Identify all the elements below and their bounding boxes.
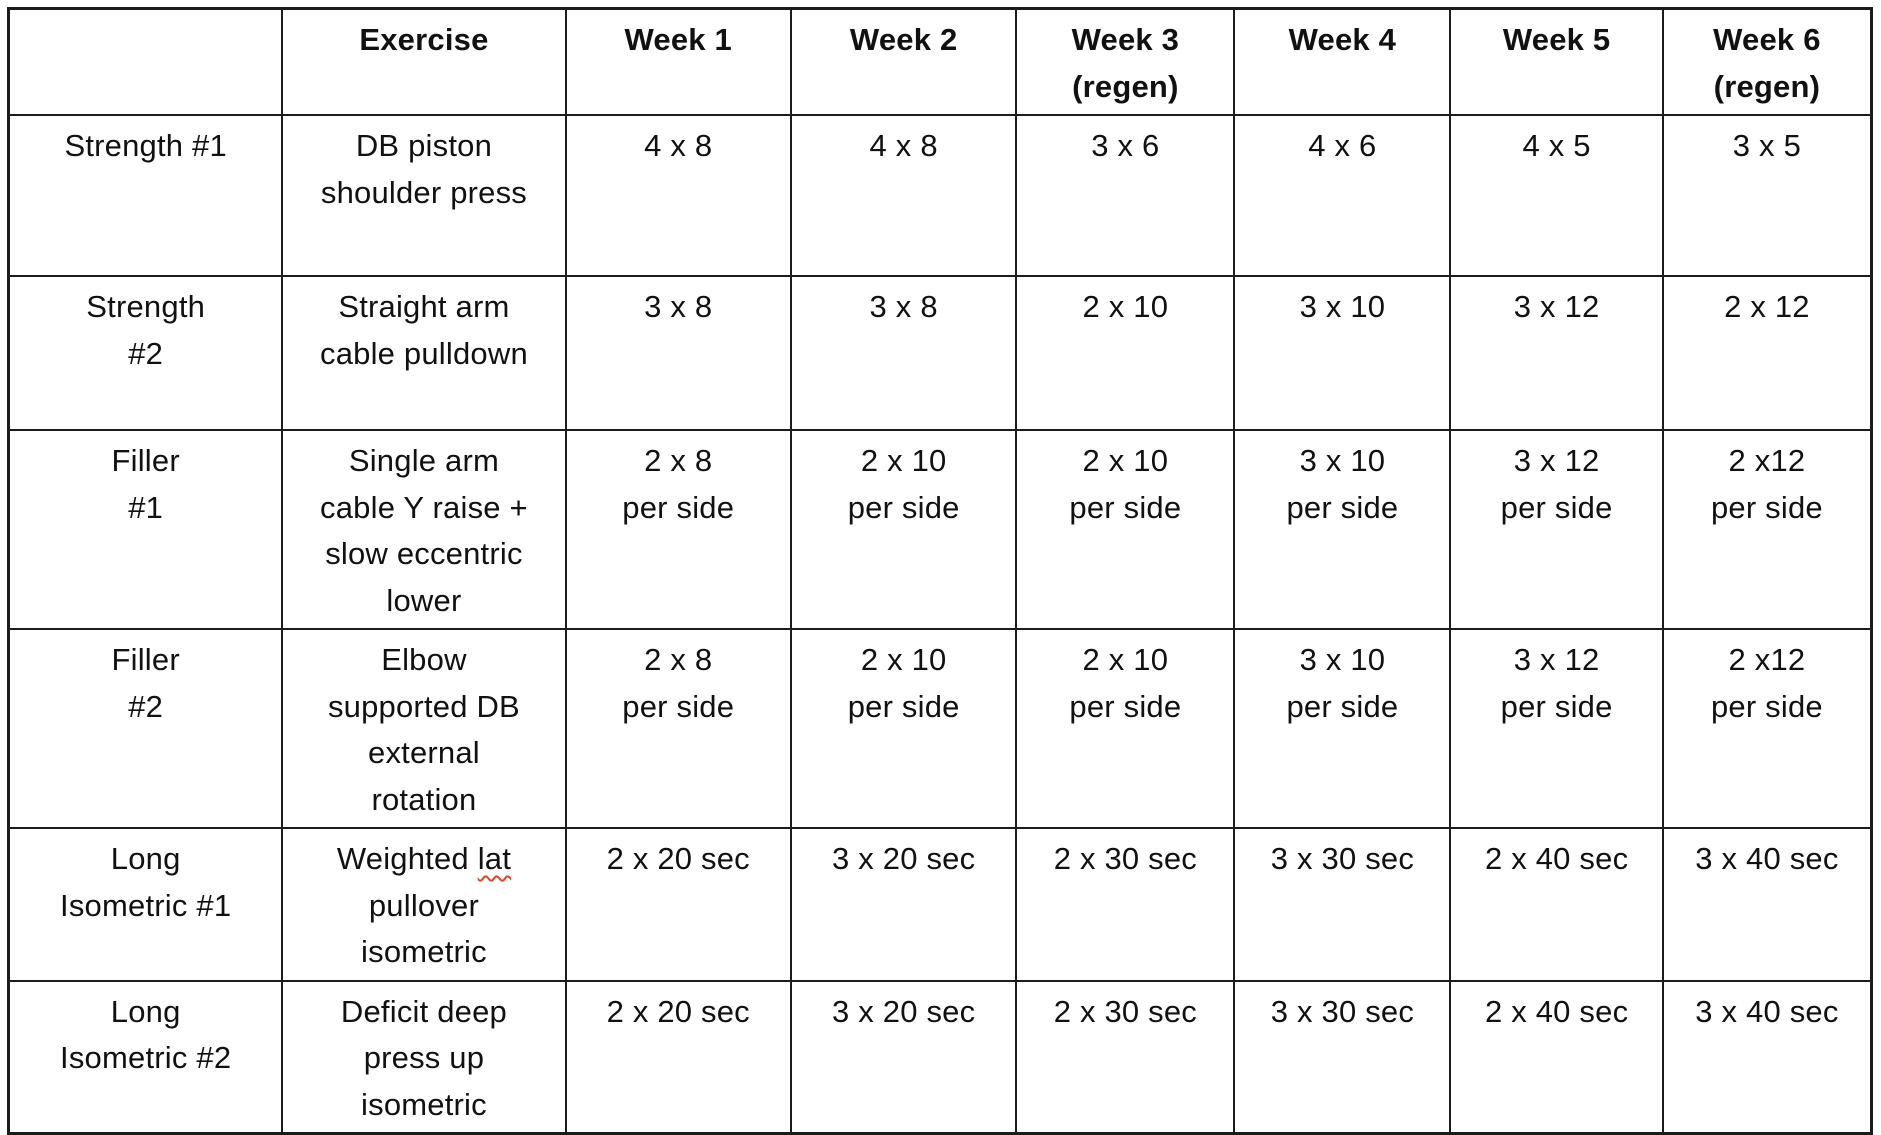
row-label: Strength #2: [7, 275, 284, 431]
exercise-cell: Deficit deep press up isometric: [281, 979, 567, 1135]
set-rep-cell: 2 x 10 per side: [1015, 429, 1236, 630]
exercise-text: pullover isometric: [361, 887, 487, 970]
set-rep-cell: 2 x 12: [1661, 275, 1873, 431]
set-rep-cell: 2 x 8 per side: [564, 628, 792, 829]
exercise-cell: Weighted lat pullover isometric: [281, 827, 567, 982]
workout-program-table: Exercise Week 1 Week 2 Week 3 (regen) We…: [7, 7, 1873, 1135]
set-rep-cell: 4 x 5: [1449, 114, 1664, 277]
row-label: Strength #1: [7, 114, 284, 277]
column-header-week-5: Week 5: [1449, 7, 1664, 116]
set-rep-cell: 3 x 30 sec: [1233, 827, 1452, 982]
set-rep-cell: 2 x 10 per side: [789, 429, 1018, 630]
set-rep-cell: 3 x 10 per side: [1233, 628, 1452, 829]
set-rep-cell: 3 x 20 sec: [789, 827, 1018, 982]
set-rep-cell: 3 x 40 sec: [1661, 979, 1873, 1135]
table-row-long-isometric-2: Long Isometric #2 Deficit deep press up …: [7, 979, 1873, 1135]
set-rep-cell: 2 x 20 sec: [564, 979, 792, 1135]
column-header-week-4: Week 4: [1233, 7, 1452, 116]
set-rep-cell: 3 x 12: [1449, 275, 1664, 431]
set-rep-cell: 2 x 20 sec: [564, 827, 792, 982]
header-row: Exercise Week 1 Week 2 Week 3 (regen) We…: [7, 7, 1873, 116]
set-rep-cell: 4 x 8: [564, 114, 792, 277]
exercise-cell: Single arm cable Y raise + slow eccentri…: [281, 429, 567, 630]
set-rep-cell: 3 x 12 per side: [1449, 628, 1664, 829]
set-rep-cell: 2 x 8 per side: [564, 429, 792, 630]
exercise-cell: Elbow supported DB external rotation: [281, 628, 567, 829]
table-row-long-isometric-1: Long Isometric #1 Weighted lat pullover …: [7, 827, 1873, 982]
set-rep-cell: 3 x 6: [1015, 114, 1236, 277]
set-rep-cell: 3 x 8: [564, 275, 792, 431]
set-rep-cell: 3 x 40 sec: [1661, 827, 1873, 982]
set-rep-cell: 3 x 10: [1233, 275, 1452, 431]
column-header-exercise: Exercise: [281, 7, 567, 116]
set-rep-cell: 4 x 6: [1233, 114, 1452, 277]
set-rep-cell: 2 x 40 sec: [1449, 827, 1664, 982]
set-rep-cell: 2 x 10 per side: [1015, 628, 1236, 829]
column-header-week-1: Week 1: [564, 7, 792, 116]
set-rep-cell: 2 x 40 sec: [1449, 979, 1664, 1135]
spellcheck-misspelled-word: lat: [477, 841, 512, 876]
set-rep-cell: 2 x 10 per side: [789, 628, 1018, 829]
set-rep-cell: 2 x12 per side: [1661, 429, 1873, 630]
table-row-filler-2: Filler #2 Elbow supported DB external ro…: [7, 628, 1873, 829]
row-label: Long Isometric #1: [7, 827, 284, 982]
row-label: Long Isometric #2: [7, 979, 284, 1135]
exercise-cell: DB piston shoulder press: [281, 114, 567, 277]
set-rep-cell: 2 x 30 sec: [1015, 979, 1236, 1135]
set-rep-cell: 3 x 20 sec: [789, 979, 1018, 1135]
set-rep-cell: 3 x 10 per side: [1233, 429, 1452, 630]
column-header-week-6: Week 6 (regen): [1661, 7, 1873, 116]
set-rep-cell: 3 x 5: [1661, 114, 1873, 277]
set-rep-cell: 2 x12 per side: [1661, 628, 1873, 829]
table-row-strength-1: Strength #1 DB piston shoulder press 4 x…: [7, 114, 1873, 277]
set-rep-cell: 3 x 30 sec: [1233, 979, 1452, 1135]
exercise-cell: Straight arm cable pulldown: [281, 275, 567, 431]
column-header-week-3: Week 3 (regen): [1015, 7, 1236, 116]
row-label: Filler #1: [7, 429, 284, 630]
column-header-week-2: Week 2: [789, 7, 1018, 116]
set-rep-cell: 2 x 30 sec: [1015, 827, 1236, 982]
set-rep-cell: 3 x 8: [789, 275, 1018, 431]
row-label: Filler #2: [7, 628, 284, 829]
set-rep-cell: 4 x 8: [789, 114, 1018, 277]
table-row-strength-2: Strength #2 Straight arm cable pulldown …: [7, 275, 1873, 431]
set-rep-cell: 3 x 12 per side: [1449, 429, 1664, 630]
exercise-text: Weighted: [336, 841, 478, 876]
table-row-filler-1: Filler #1 Single arm cable Y raise + slo…: [7, 429, 1873, 630]
corner-header-cell: [7, 7, 284, 116]
set-rep-cell: 2 x 10: [1015, 275, 1236, 431]
